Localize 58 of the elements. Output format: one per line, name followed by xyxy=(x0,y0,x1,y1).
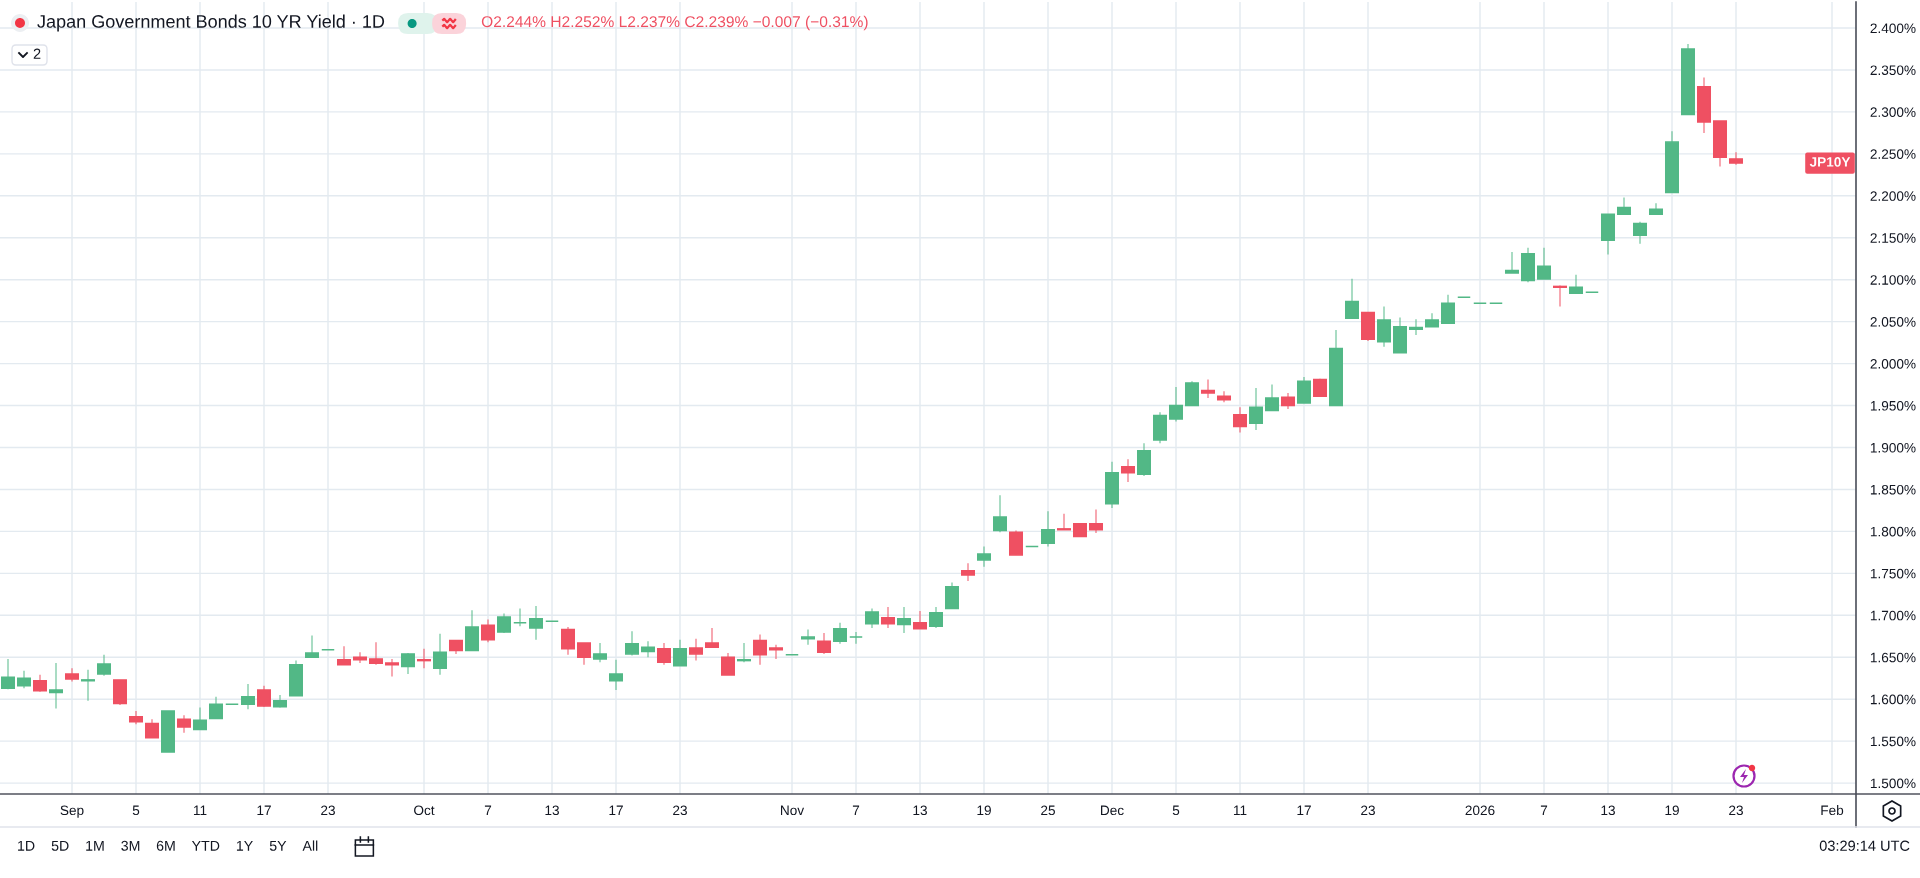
x-tick-label: 17 xyxy=(257,805,271,815)
annotation: 2 xyxy=(33,48,41,59)
x-tick-label: 5 xyxy=(132,805,140,816)
candlestick xyxy=(112,678,128,706)
y-tick-label: 2.250% xyxy=(1870,149,1916,159)
x-tick-label: 2026 xyxy=(1465,805,1495,816)
annotation: JP10Y xyxy=(1809,157,1851,167)
x-tick-label: 7 xyxy=(852,805,860,815)
candlestick xyxy=(1056,512,1072,531)
y-tick-label: 1.650% xyxy=(1870,652,1916,663)
candlestick xyxy=(1008,529,1024,556)
x-tick-label: 11 xyxy=(1233,805,1247,815)
y-tick-label: 2.000% xyxy=(1870,359,1916,369)
x-tick-label: Sep xyxy=(60,805,84,818)
x-tick-label: 13 xyxy=(913,805,927,816)
x-tick-label: 17 xyxy=(1297,805,1311,815)
annotation: O2.244% H2.252% L2.237% C2.239% −0.007 (−0.31%) xyxy=(481,15,868,31)
y-tick-label: 1.800% xyxy=(1870,526,1916,537)
candlestick xyxy=(848,631,864,645)
x-tick-label: 23 xyxy=(673,805,687,816)
x-tick-label: Nov xyxy=(781,805,805,816)
x-tick-label: 11 xyxy=(193,805,207,815)
candlestick xyxy=(1184,380,1200,407)
x-tick-label: 13 xyxy=(545,805,559,816)
y-tick-label: 1.500% xyxy=(1870,778,1916,789)
y-tick-label: 2.200% xyxy=(1870,191,1916,201)
y-tick-label: 2.150% xyxy=(1870,233,1916,243)
y-tick-label: 2.050% xyxy=(1870,317,1916,327)
y-tick-label: 2.100% xyxy=(1870,275,1916,285)
x-tick-label: 23 xyxy=(1729,805,1743,816)
x-tick-label: Dec xyxy=(1101,805,1124,816)
y-tick-label: 2.300% xyxy=(1870,107,1916,117)
y-tick-label: 2.350% xyxy=(1870,65,1916,76)
candlestick xyxy=(512,607,528,628)
x-tick-label: 5 xyxy=(1172,805,1180,816)
candlestick xyxy=(1408,318,1424,336)
y-tick-label: 1.950% xyxy=(1870,400,1916,411)
x-tick-label: 7 xyxy=(484,805,492,815)
y-tick-label: 2.400% xyxy=(1870,23,1916,34)
text: 1D 5D 1M 3M 6M YTD 1Y 5Y All xyxy=(18,840,318,851)
y-tick-label: 1.700% xyxy=(1870,610,1916,621)
x-tick-label: 25 xyxy=(1041,805,1055,816)
text: Japan Government Bonds 10 YR Yield · 1D xyxy=(37,14,385,32)
x-tick-label: 19 xyxy=(1665,805,1679,816)
x-tick-label: 13 xyxy=(1601,805,1615,816)
x-tick-label: 7 xyxy=(1540,805,1548,815)
y-tick-label: 1.550% xyxy=(1870,736,1916,747)
x-tick-label: 19 xyxy=(977,805,991,816)
y-tick-label: 1.750% xyxy=(1870,568,1916,579)
x-tick-label: 17 xyxy=(609,805,623,815)
y-tick-label: 1.900% xyxy=(1870,442,1916,453)
x-tick-label: Feb xyxy=(1821,805,1844,816)
y-tick-label: 1.600% xyxy=(1870,694,1916,705)
text: 03:29:14 UTC xyxy=(1819,840,1910,851)
x-tick-label: Oct xyxy=(414,805,435,816)
x-tick-label: 23 xyxy=(1361,805,1375,816)
x-tick-label: 23 xyxy=(321,805,335,816)
y-tick-label: 1.850% xyxy=(1870,484,1916,495)
